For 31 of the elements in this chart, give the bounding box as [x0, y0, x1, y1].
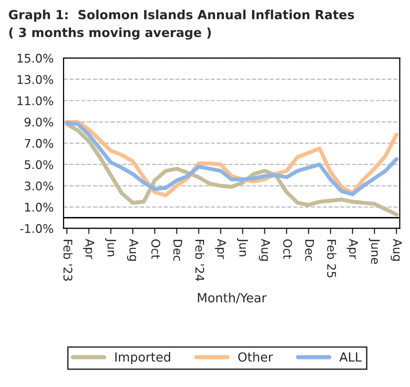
x-tick-label: Feb '23	[63, 240, 73, 281]
legend-label: ALL	[339, 352, 362, 362]
y-tick-label: 3.0%	[24, 181, 54, 190]
chart-title: Graph 1: Solomon Islands Annual Inflation Rates ( 3 months moving average )	[8, 10, 354, 40]
x-axis-title: Month/Year	[198, 292, 267, 304]
line-series	[64, 122, 398, 216]
x-tick-label: Aug	[258, 238, 270, 261]
y-tick-label: 15.0%	[18, 54, 54, 63]
x-tick-label: Oct	[151, 239, 160, 259]
x-tick-label: Jun	[237, 238, 248, 256]
x-tick-label: Jun	[105, 238, 116, 256]
x-tick-label: Dec	[305, 240, 314, 261]
y-tick-label: 9.0%	[24, 118, 54, 127]
y-tick-label: 7.0%	[24, 138, 54, 148]
x-tick-label: Feb 25	[327, 240, 336, 278]
x-tick-label: Apr	[83, 238, 94, 260]
y-tick-label: -1.0%	[20, 224, 54, 233]
legend-label: Other	[238, 352, 273, 362]
x-tick-label: Dec	[173, 240, 182, 261]
y-tick-label: 5.0%	[24, 160, 54, 170]
x-tick-label: Feb '24	[195, 240, 204, 282]
x-tick-label: Aug	[127, 238, 138, 261]
x-tick-label: Oct	[283, 239, 292, 259]
x-tick-label: June	[368, 238, 380, 264]
y-tick-label: 11.0%	[18, 96, 54, 106]
y-tick-label: 1.0%	[25, 202, 54, 212]
x-tick-label: Apr	[214, 238, 226, 260]
x-tick-label: Apr	[346, 238, 358, 260]
legend-label: Imported	[115, 352, 170, 364]
x-tick-label: Aug	[390, 238, 402, 261]
y-tick-label: 13.0%	[18, 75, 54, 84]
